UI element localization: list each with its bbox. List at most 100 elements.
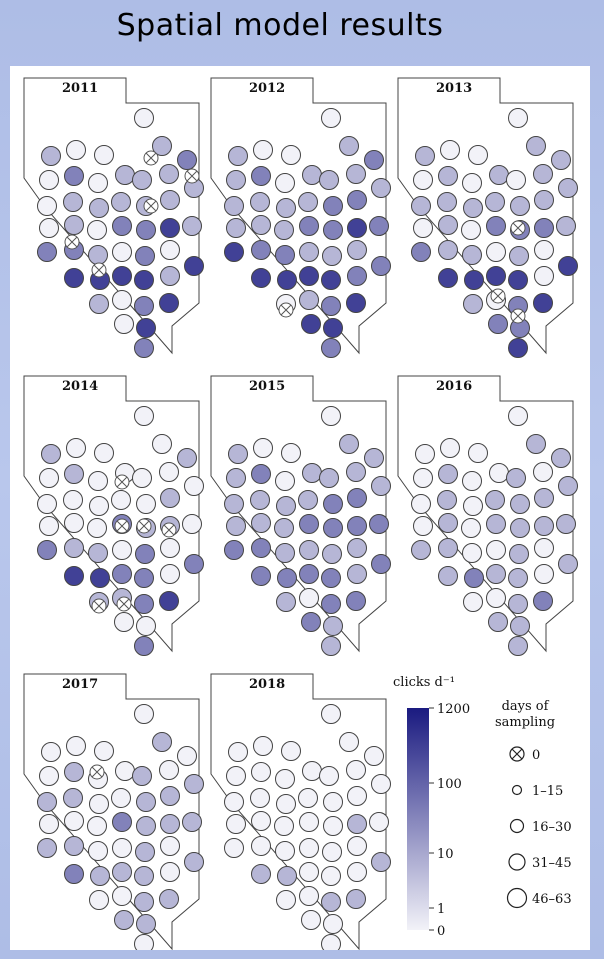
sampling-site-marker — [508, 636, 528, 656]
sampling-site-marker — [64, 513, 84, 533]
sampling-site-marker — [486, 216, 506, 236]
sampling-site-marker — [159, 591, 179, 611]
slide-title: Spatial model results — [116, 8, 444, 43]
sampling-site-marker — [184, 476, 204, 496]
sampling-site-marker — [182, 514, 202, 534]
sampling-site-marker — [509, 246, 529, 266]
sampling-site-marker — [276, 890, 296, 910]
sampling-site-marker — [347, 266, 367, 286]
sampling-site-marker — [413, 170, 433, 190]
colorbar-tick-label: 0 — [437, 924, 445, 939]
sampling-site-marker — [251, 513, 271, 533]
cross-mark — [145, 152, 157, 164]
sampling-site-marker — [64, 464, 84, 484]
sampling-site-marker — [39, 766, 59, 786]
cross-mark — [512, 310, 524, 322]
map-panel-2013: 2013 — [397, 77, 578, 358]
sampling-site-marker — [346, 591, 366, 611]
sampling-site-marker — [346, 462, 366, 482]
sampling-site-marker — [551, 448, 571, 468]
cross-mark — [118, 598, 130, 610]
size-legend-label: 0 — [532, 748, 540, 763]
sampling-site-marker — [184, 554, 204, 574]
cross-mark — [492, 290, 504, 302]
sampling-site-marker — [250, 192, 270, 212]
sampling-site-marker — [251, 864, 271, 884]
sampling-site-marker — [224, 792, 244, 812]
sampling-site-marker — [64, 268, 84, 288]
sampling-site-marker — [136, 914, 156, 934]
sampling-site-marker — [347, 516, 367, 536]
sampling-site-marker — [89, 294, 109, 314]
sampling-site-marker — [323, 816, 343, 836]
no-sampling-group — [64, 150, 200, 278]
panel-year-label: 2011 — [62, 81, 98, 96]
sampling-site-marker — [534, 538, 554, 558]
sampling-site-marker — [134, 636, 154, 656]
sampling-site-marker — [251, 836, 271, 856]
sampling-site-marker — [533, 462, 553, 482]
sampling-site-marker — [486, 266, 506, 286]
sampling-site-marker — [88, 471, 108, 491]
sampling-site-marker — [299, 242, 319, 262]
panel-year-label: 2015 — [249, 379, 285, 394]
sampling-site-marker — [159, 462, 179, 482]
sampling-site-marker — [558, 554, 578, 574]
sampling-site-marker — [486, 564, 506, 584]
sampling-site-marker — [184, 852, 204, 872]
region-outline — [23, 77, 200, 355]
sampling-site-marker — [440, 438, 460, 458]
sampling-site-marker — [89, 890, 109, 910]
sampling-site-marker — [462, 543, 482, 563]
cross-mark — [145, 200, 157, 212]
sampling-site-marker — [90, 866, 110, 886]
sampling-site-marker — [226, 468, 246, 488]
sampling-site-marker — [346, 164, 366, 184]
sampling-site-marker — [64, 811, 84, 831]
sampling-site-marker — [321, 296, 341, 316]
sampling-site-marker — [112, 540, 132, 560]
sampling-site-marker — [134, 338, 154, 358]
map-panel-2017: 2017 — [23, 673, 204, 950]
sampling-site-marker — [87, 816, 107, 836]
sampling-site-marker — [556, 216, 576, 236]
sampling-site-marker — [510, 196, 530, 216]
sampling-site-marker — [302, 761, 322, 781]
sampling-site-marker — [134, 892, 154, 912]
sampling-site-marker — [275, 769, 295, 789]
region-outline — [210, 375, 387, 653]
sampling-site-marker — [364, 746, 384, 766]
sampling-site-marker — [322, 842, 342, 862]
sampling-site-marker — [371, 476, 391, 496]
sampling-site-marker — [177, 150, 197, 170]
sampling-site-marker — [347, 786, 367, 806]
sampling-site-marker — [281, 741, 301, 761]
sampling-site-marker — [526, 434, 546, 454]
sampling-site-marker — [228, 742, 248, 762]
sampling-site-marker — [486, 242, 506, 262]
sampling-site-marker — [274, 518, 294, 538]
sampling-site-marker — [277, 866, 297, 886]
sampling-site-marker — [347, 190, 367, 210]
sampling-site-marker — [323, 196, 343, 216]
sampling-site-marker — [323, 792, 343, 812]
sampling-site-marker — [134, 270, 154, 290]
size-legend-circle — [508, 853, 526, 871]
sampling-site-marker — [228, 146, 248, 166]
sampling-site-marker — [134, 594, 154, 614]
no-sampling-group — [91, 474, 177, 614]
sampling-site-marker — [551, 150, 571, 170]
size-legend-label: 16–30 — [532, 820, 572, 835]
sampling-site-marker — [319, 468, 339, 488]
sampling-site-marker — [319, 766, 339, 786]
sampling-site-marker — [159, 760, 179, 780]
sampling-site-marker — [132, 468, 152, 488]
sampling-site-marker — [64, 762, 84, 782]
sampling-site-marker — [339, 136, 359, 156]
sampling-site-marker — [299, 812, 319, 832]
sampling-site-marker — [508, 594, 528, 614]
cross-mark — [66, 236, 78, 248]
sampling-site-marker — [184, 256, 204, 276]
sampling-site-marker — [438, 513, 458, 533]
sampling-site-marker — [299, 540, 319, 560]
